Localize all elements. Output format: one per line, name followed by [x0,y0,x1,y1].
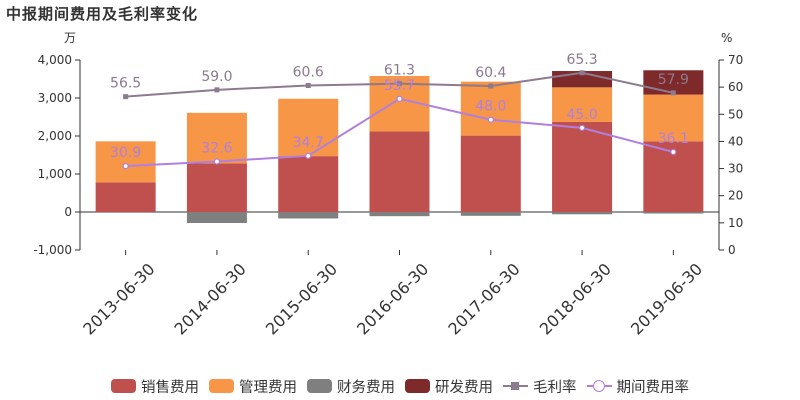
data-label-gross-margin: 57.9 [658,72,689,88]
y-left-tick-label: 4,000 [38,53,72,67]
bar-admin [95,141,156,183]
point-gross-margin [488,83,494,89]
x-tick-label: 2016-06-30 [353,259,432,338]
legend-swatch-gross-margin [503,379,528,393]
y-left-tick-label: 2,000 [38,129,72,143]
data-label-period-rate: 32.6 [201,141,232,157]
legend-item-gross-margin[interactable]: 毛利率 [503,376,577,397]
x-tick-label: 2018-06-30 [536,259,615,338]
data-label-gross-margin: 56.5 [110,76,141,92]
legend-label-finance: 财务费用 [337,379,395,396]
point-period-rate [396,95,403,102]
legend-label-sales: 销售费用 [141,379,199,396]
legend-item-sales[interactable]: 销售费用 [111,376,199,397]
data-label-period-rate: 55.7 [384,78,415,94]
y-right-tick-label: 0 [728,243,736,257]
point-gross-margin [579,70,585,76]
bar-finance [552,212,613,215]
point-period-rate [122,163,129,170]
point-period-rate [670,148,677,156]
legend-label-rd: 研发费用 [435,379,493,396]
point-period-rate [578,124,586,131]
data-label-period-rate: 30.9 [110,145,141,161]
bar-finance [460,212,521,216]
point-gross-margin [397,81,402,87]
bar-admin [552,87,613,122]
y-left-tick-label: -1,000 [33,243,72,257]
legend-swatch-admin [209,379,234,393]
y-right-unit: % [721,31,732,45]
data-label-gross-margin: 61.3 [384,63,415,79]
legend-item-finance[interactable]: 财务费用 [307,376,395,397]
x-tick-label: 2013-06-30 [79,259,158,338]
bar-sales [95,182,156,212]
legend-swatch-sales [111,379,136,393]
legend-label-period-rate: 期间费用率 [616,379,690,396]
legend-item-admin[interactable]: 管理费用 [209,376,297,397]
bar-admin [186,112,247,164]
data-label-period-rate: 48.0 [475,99,506,115]
point-gross-margin [670,90,676,96]
x-tick-label: 2017-06-30 [444,259,523,338]
data-label-gross-margin: 59.0 [201,69,232,85]
y-right-tick-label: 30 [728,162,743,176]
data-label-gross-margin: 60.4 [475,65,506,81]
y-left-tick-label: 3,000 [38,91,72,105]
bar-admin [643,94,704,142]
point-period-rate [213,158,221,165]
data-label-gross-margin: 65.3 [566,52,597,68]
bar-finance [643,212,704,214]
point-period-rate [487,116,494,123]
data-label-gross-margin: 60.6 [293,65,324,81]
bar-finance [186,212,247,224]
data-label-period-rate: 36.1 [658,131,689,147]
legend-swatch-rd [405,379,430,393]
legend-item-period-rate[interactable]: 期间费用率 [586,376,690,397]
y-left-tick-label: 1,000 [38,167,72,181]
legend-label-gross-margin: 毛利率 [533,379,577,396]
bar-finance [278,212,339,219]
legend-label-admin: 管理费用 [239,379,297,396]
x-tick-label: 2014-06-30 [171,259,250,338]
y-right-tick-label: 20 [728,189,743,203]
legend-item-rd[interactable]: 研发费用 [405,376,493,397]
bar-finance [95,212,156,213]
bar-sales [186,163,247,212]
legend: 销售费用 管理费用 财务费用 研发费用 毛利率 期间费用率 [0,374,800,398]
y-right-tick-label: 40 [728,134,743,148]
legend-swatch-finance [307,379,332,393]
point-gross-margin [214,87,220,93]
x-tick-label: 2019-06-30 [627,259,706,338]
x-tick-label: 2015-06-30 [262,259,341,338]
chart-title: 中报期间费用及毛利率变化 [6,5,199,23]
bar-sales [460,135,521,212]
point-period-rate [305,152,312,159]
data-label-period-rate: 34.7 [293,135,324,151]
bar-finance [369,212,430,217]
legend-swatch-period-rate [586,379,612,393]
bar-sales [552,121,613,212]
y-right-tick-label: 10 [728,216,743,230]
bar-sales [278,156,339,212]
bar-admin [460,81,521,136]
y-right-tick-label: 60 [728,80,743,94]
y-right-tick-label: 50 [728,107,743,121]
y-left-unit: 万 [64,31,76,45]
point-gross-margin [305,83,311,89]
y-left-tick-label: 0 [64,205,72,219]
point-gross-margin [123,94,129,100]
bar-admin [278,98,339,157]
data-label-period-rate: 45.0 [566,107,597,123]
y-right-tick-label: 70 [728,53,743,67]
bar-sales [369,131,430,212]
